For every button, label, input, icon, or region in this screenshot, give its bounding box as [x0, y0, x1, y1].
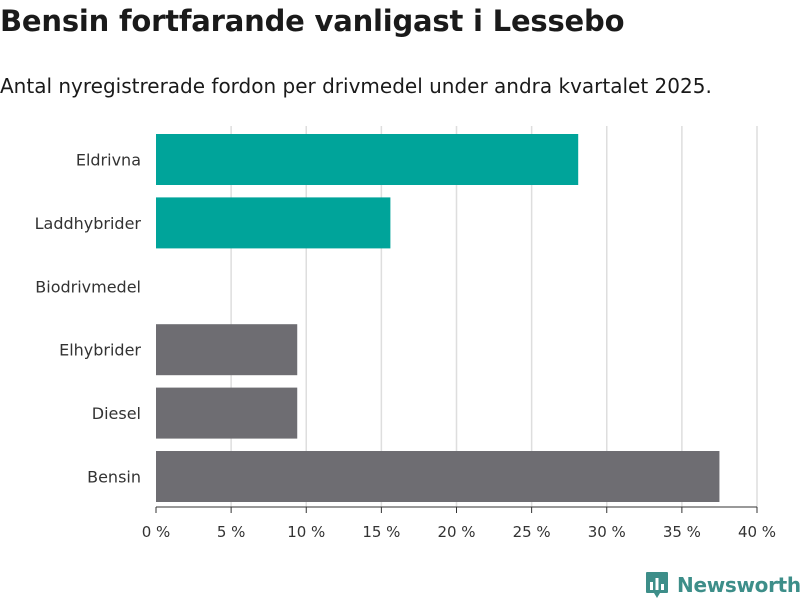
- bar-eldrivna: [156, 134, 579, 185]
- x-tick-label: 30 %: [588, 523, 626, 541]
- chart-bars: [156, 134, 720, 502]
- bar-bensin: [156, 451, 720, 502]
- x-axis: 0 % 5 % 10 % 15 % 20 % 25 % 30 % 35 % 40 %: [142, 506, 776, 541]
- newsworthy-logo: Newsworthy: [645, 570, 800, 600]
- x-tick-label: 10 %: [287, 523, 325, 541]
- bar-chart: Eldrivna Laddhybrider Biodrivmedel Elhybrid…: [35, 126, 776, 541]
- bar-chart-speech-bubble-icon: [646, 572, 668, 598]
- category-label: Eldrivna: [76, 151, 141, 170]
- category-label: Laddhybrider: [35, 214, 142, 233]
- chart-subtitle: Antal nyregistrerade fordon per drivmede…: [0, 74, 712, 98]
- x-tick-label: 5 %: [217, 523, 246, 541]
- category-label: Diesel: [92, 404, 141, 423]
- category-labels: Eldrivna Laddhybrider Biodrivmedel Elhybrid…: [35, 151, 142, 487]
- x-tick-label: 40 %: [738, 523, 776, 541]
- category-label: Biodrivmedel: [35, 277, 141, 296]
- category-label: Elhybrider: [59, 341, 141, 360]
- category-label: Bensin: [87, 468, 141, 487]
- bar-laddhybrider: [156, 197, 391, 249]
- bar-diesel: [156, 387, 298, 439]
- x-tick-label: 35 %: [663, 523, 701, 541]
- brand-name: Newsworthy: [677, 573, 800, 597]
- bar-elhybrider: [156, 324, 298, 376]
- x-tick-label: 15 %: [362, 523, 400, 541]
- x-tick-label: 25 %: [513, 523, 551, 541]
- chart-title: Bensin fortfarande vanligast i Lessebo: [0, 4, 625, 38]
- chart-gridlines: [230, 126, 758, 507]
- x-tick-label: 20 %: [437, 523, 475, 541]
- x-tick-label: 0 %: [142, 523, 171, 541]
